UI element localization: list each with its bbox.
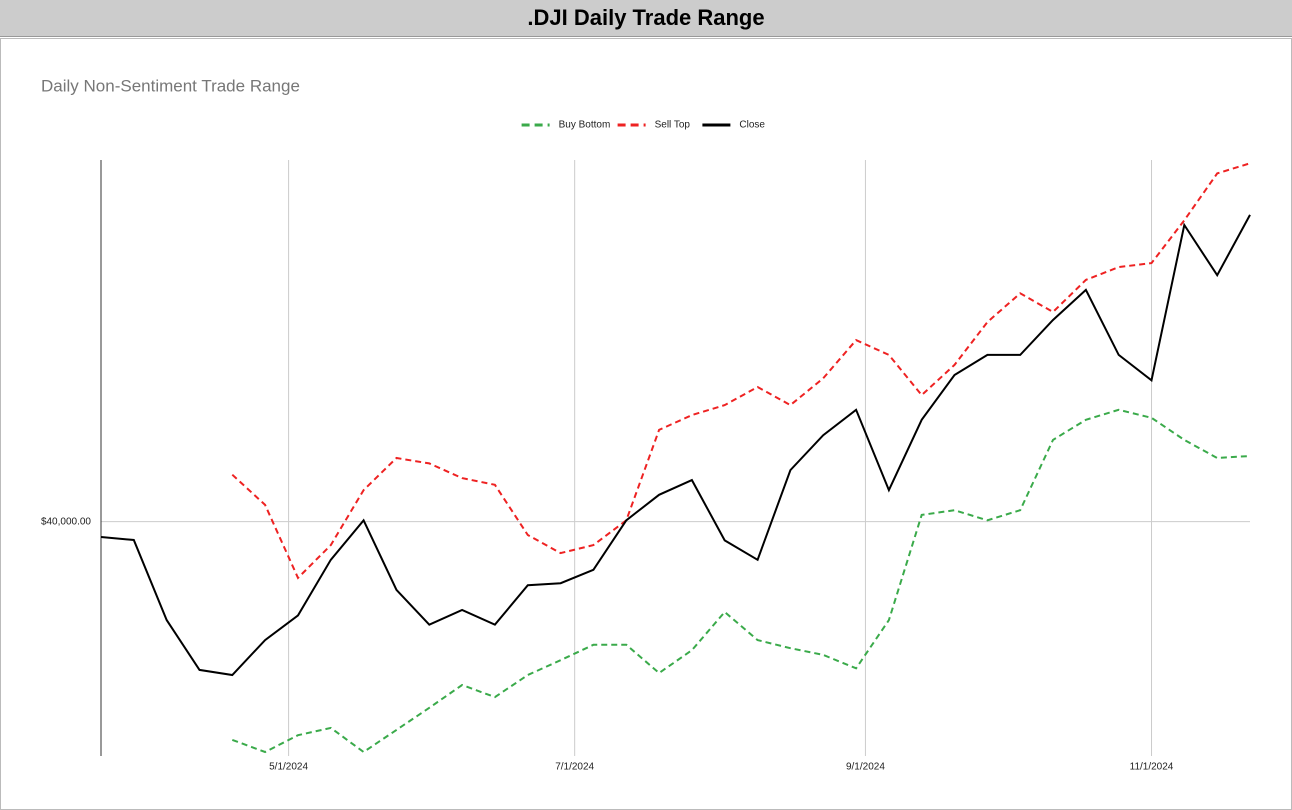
x-tick-label: 7/1/2024 [555,762,594,773]
series-line [100,214,1251,677]
x-tick-label: 9/1/2024 [846,762,885,773]
page-title: .DJI Daily Trade Range [0,0,1292,37]
x-tick-label: 5/1/2024 [269,762,308,773]
y-tick-label: $40,000.00 [41,516,91,527]
series-line [231,408,1251,754]
series-line [231,162,1251,580]
legend-label: Close [739,120,765,131]
legend-label: Sell Top [655,120,691,131]
legend-label: Buy Bottom [559,120,611,131]
chart-title: Daily Non-Sentiment Trade Range [41,76,300,95]
x-tick-label: 11/1/2024 [1130,762,1174,773]
